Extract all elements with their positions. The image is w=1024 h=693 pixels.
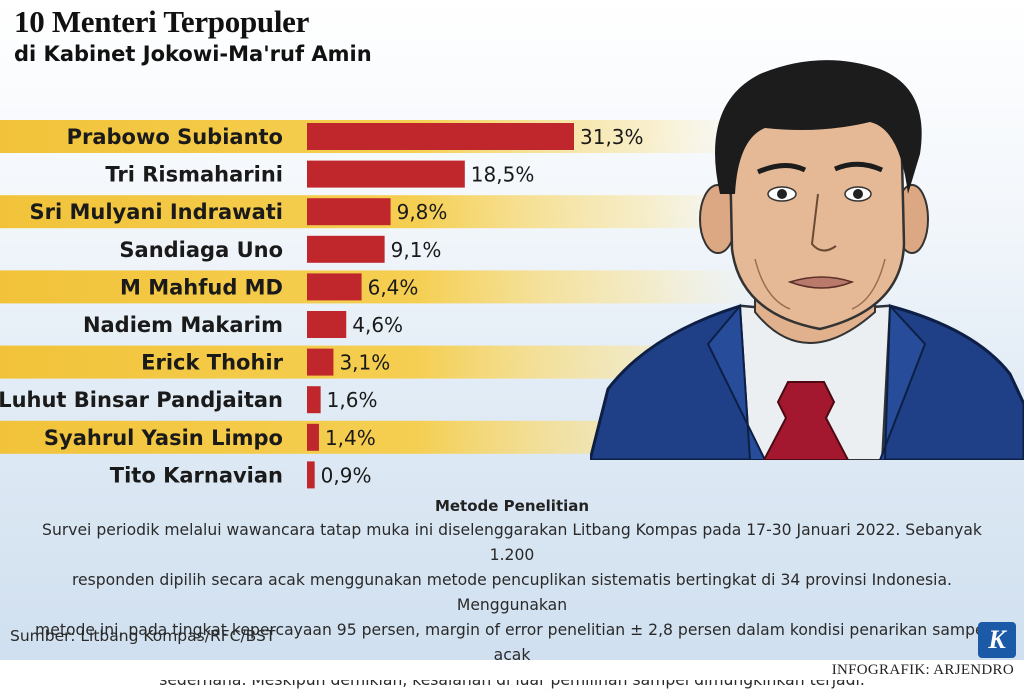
- bar: [307, 273, 362, 301]
- bar: [307, 461, 315, 489]
- bar: [307, 235, 385, 263]
- bar: [307, 348, 334, 376]
- category-label: Sandiaga Uno: [119, 238, 283, 262]
- value-label: 0,9%: [321, 463, 372, 487]
- value-label: 9,1%: [391, 238, 442, 262]
- category-label: Luhut Binsar Pandjaitan: [0, 388, 283, 412]
- value-label: 4,6%: [352, 313, 403, 337]
- category-label: Tito Karnavian: [110, 463, 283, 487]
- bar: [307, 386, 321, 414]
- value-label: 1,4%: [325, 426, 376, 450]
- category-label: Syahrul Yasin Limpo: [44, 426, 283, 450]
- method-line: responden dipilih secara acak menggunaka…: [71, 571, 953, 614]
- bar: [307, 423, 319, 451]
- category-label: Sri Mulyani Indrawati: [30, 200, 284, 224]
- bar: [307, 198, 391, 226]
- value-label: 9,8%: [397, 200, 448, 224]
- row-stripe: [0, 270, 760, 304]
- method-line: Survei periodik melalui wawancara tatap …: [42, 521, 982, 564]
- bar: [307, 311, 347, 338]
- value-label: 31,3%: [580, 125, 644, 149]
- credit-bar: INFOGRAFIK: ARJENDRO: [0, 660, 1024, 680]
- category-label: Erick Thohir: [141, 351, 283, 375]
- category-label: M Mahfud MD: [120, 275, 283, 299]
- value-label: 1,6%: [327, 388, 378, 412]
- chart-title: 10 Menteri Terpopuler: [14, 4, 310, 39]
- method-title: Metode Penelitian: [434, 497, 590, 515]
- category-label: Tri Rismaharini: [105, 163, 283, 187]
- kompas-logo: K: [978, 622, 1016, 658]
- value-label: 18,5%: [471, 163, 535, 187]
- category-label: Nadiem Makarim: [83, 313, 283, 337]
- category-label: Prabowo Subianto: [67, 125, 283, 149]
- source-note: Sumber: Litbang Kompas/RFC/BST: [10, 627, 276, 645]
- value-label: 3,1%: [339, 351, 390, 375]
- chart-subtitle: di Kabinet Jokowi-Ma'ruf Amin: [14, 42, 372, 66]
- bar: [307, 123, 574, 150]
- minister-portrait-illustration: [590, 60, 1024, 460]
- bar: [307, 160, 465, 188]
- infographic-credit: INFOGRAFIK: ARJENDRO: [831, 662, 1014, 678]
- value-label: 6,4%: [368, 275, 419, 299]
- method-line: metode ini, pada tingkat kepercayaan 95 …: [35, 621, 989, 664]
